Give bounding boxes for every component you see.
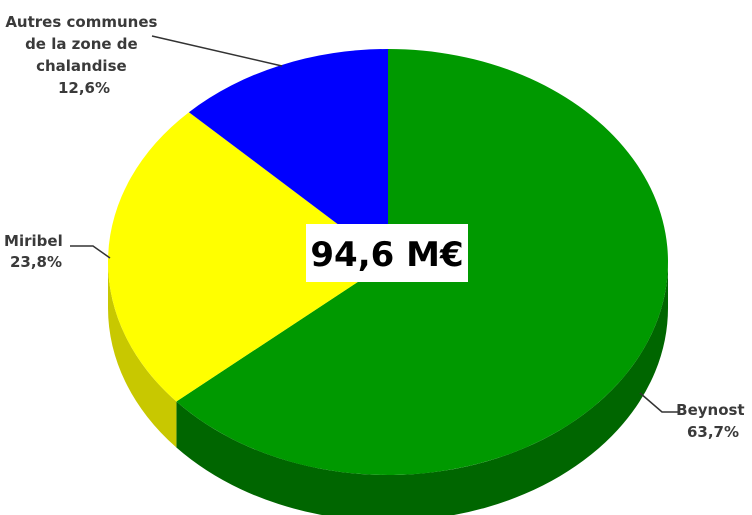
slice-miribel: [107, 112, 389, 402]
total-box: [306, 224, 468, 282]
leader-line-autres: [151, 35, 283, 67]
slice-side-miribel: [108, 262, 177, 448]
leader-line-miribel: [70, 245, 111, 259]
slice-label-beynost: Beynost 63,7%: [676, 401, 750, 441]
leader-line-beynost: [639, 392, 680, 413]
total-amount: 94,6 M€: [310, 235, 463, 275]
slice-label-autres: Autres communes de la zone de chalandise…: [5, 13, 162, 97]
slice-autres: [188, 49, 388, 262]
slice-side-beynost: [176, 262, 668, 515]
pie-depth: [108, 262, 668, 515]
slice-label-miribel: Miribel 23,8%: [4, 232, 68, 271]
